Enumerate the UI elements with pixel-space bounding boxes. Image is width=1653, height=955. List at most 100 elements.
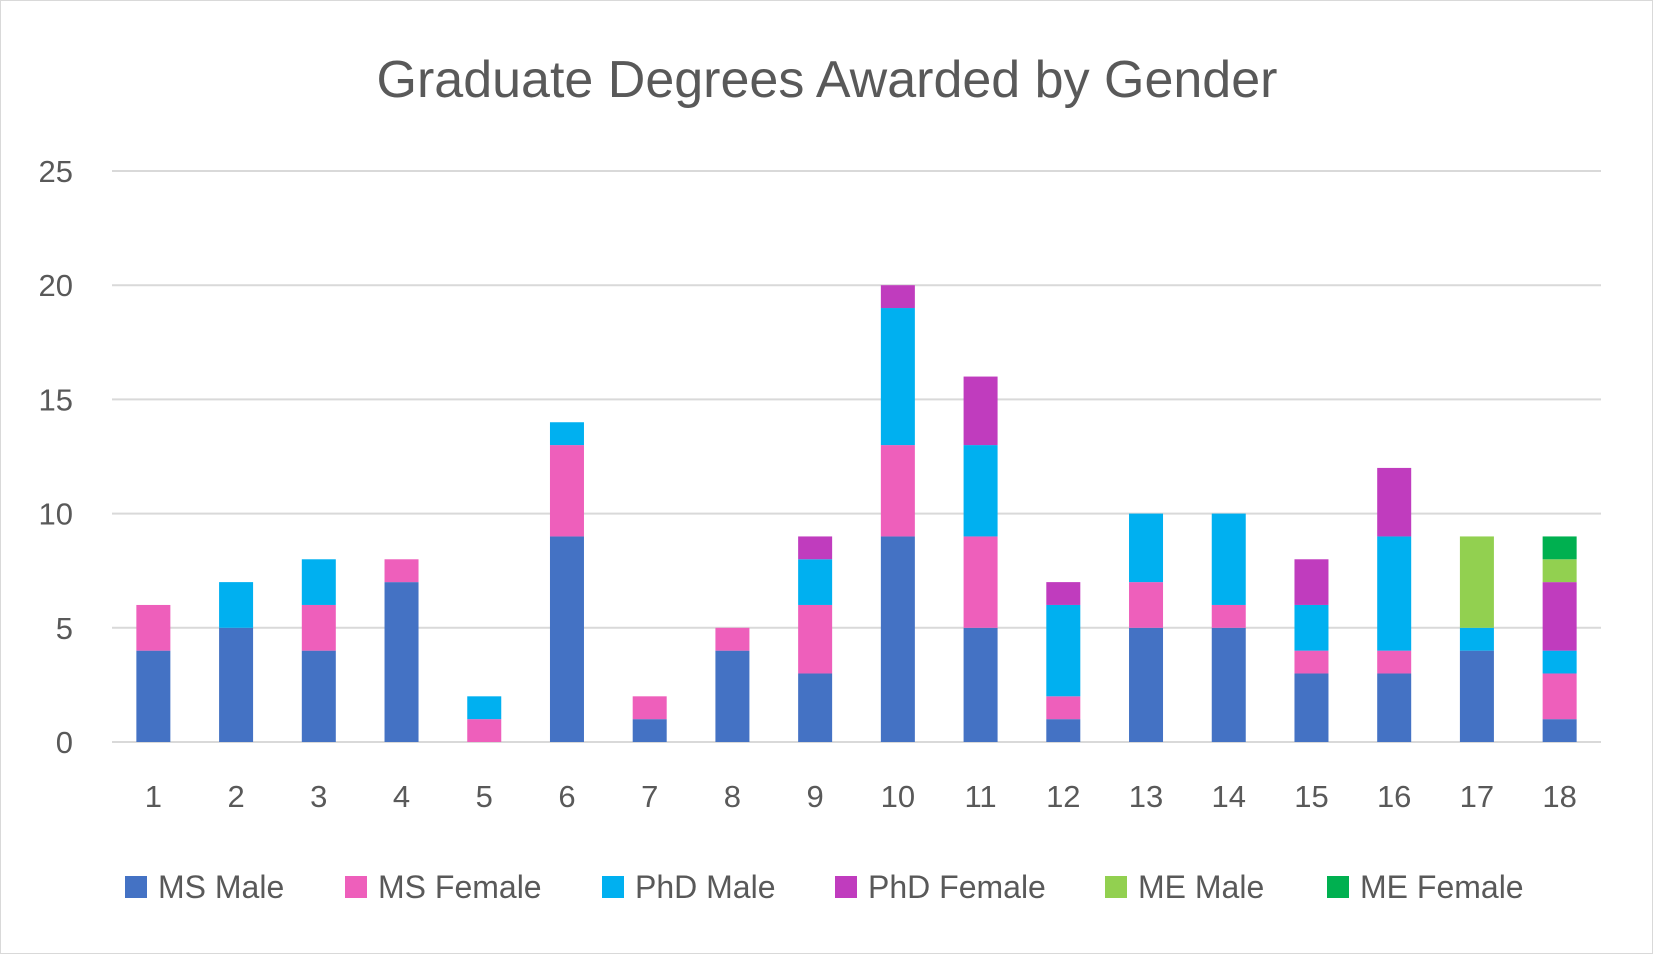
x-tick-label: 4 [393,779,410,814]
x-tick-label: 12 [1046,779,1080,814]
bar-phd-female-9 [798,536,833,560]
bar-phd-female-11 [963,376,998,446]
x-tick-label: 6 [558,779,575,814]
y-tick-label: 15 [39,382,73,417]
bar-phd-female-16 [1377,467,1412,537]
bar-ms-male-18 [1542,719,1577,742]
bar-phd-male-11 [963,445,998,537]
bar-ms-female-9 [798,604,833,674]
bar-phd-male-16 [1377,536,1412,651]
x-tick-label: 14 [1212,779,1246,814]
legend-item: ME Male [1105,869,1264,905]
bar-phd-female-10 [880,285,915,309]
bar-ms-male-12 [1046,719,1081,742]
bar-me-male-18 [1542,559,1577,583]
bar-ms-female-12 [1046,696,1081,720]
bar-ms-male-16 [1377,673,1412,742]
x-tick-label: 5 [476,779,493,814]
bar-ms-female-1 [136,604,171,651]
bar-ms-male-4 [384,582,419,742]
bar-ms-female-16 [1377,650,1412,674]
legend-swatch [125,876,147,898]
x-tick-label: 8 [724,779,741,814]
bar-phd-male-15 [1294,604,1329,651]
bar-ms-female-11 [963,536,998,628]
bar-phd-female-18 [1542,582,1577,651]
bar-phd-male-13 [1129,513,1164,583]
bar-ms-male-15 [1294,673,1329,742]
bar-phd-male-5 [467,696,502,720]
bar-ms-female-15 [1294,650,1329,674]
bar-phd-male-3 [301,559,336,605]
x-tick-label: 9 [807,779,824,814]
bar-phd-male-12 [1046,604,1081,697]
bar-ms-female-13 [1129,582,1164,628]
x-tick-label: 15 [1294,779,1328,814]
bar-ms-female-3 [301,604,336,651]
legend-swatch [1327,876,1349,898]
x-tick-label: 2 [227,779,244,814]
x-tick-label: 11 [964,779,996,814]
legend-item: PhD Female [835,869,1046,905]
bar-phd-male-2 [219,582,254,628]
bar-ms-male-10 [880,536,915,742]
legend-label: PhD Female [868,869,1046,905]
bar-ms-male-11 [963,627,998,742]
legend-swatch [345,876,367,898]
legend-item: ME Female [1327,869,1524,905]
bar-phd-female-12 [1046,582,1081,605]
x-tick-label: 13 [1129,779,1163,814]
bar-phd-female-15 [1294,559,1329,605]
bar-ms-male-8 [715,650,750,742]
legend-item: MS Female [345,869,542,905]
legend-label: ME Male [1138,869,1264,905]
bar-phd-male-14 [1211,513,1246,605]
x-tick-label: 3 [310,779,327,814]
legend-label: MS Female [378,869,542,905]
bar-phd-male-18 [1542,650,1577,674]
x-tick-label: 17 [1460,779,1494,814]
x-tick-label: 7 [641,779,658,814]
legend-swatch [835,876,857,898]
bar-ms-female-8 [715,627,750,651]
legend-item: MS Male [125,869,284,905]
y-tick-label: 25 [39,154,73,189]
bar-ms-female-18 [1542,673,1577,720]
bar-phd-male-10 [880,308,915,446]
y-tick-label: 0 [56,725,73,760]
legend-label: ME Female [1360,869,1524,905]
bar-ms-male-9 [798,673,833,742]
bar-phd-male-17 [1459,627,1494,651]
y-tick-label: 5 [56,611,73,646]
bar-ms-male-3 [301,650,336,742]
legend-swatch [602,876,624,898]
bar-ms-male-7 [632,719,667,742]
bar-ms-female-4 [384,559,419,583]
bar-ms-male-17 [1459,650,1494,742]
bar-ms-female-10 [880,445,915,537]
chart-title: Graduate Degrees Awarded by Gender [377,51,1278,109]
bar-ms-male-1 [136,650,171,742]
bar-me-male-17 [1459,536,1494,628]
bar-phd-male-6 [549,422,584,446]
bar-ms-male-6 [549,536,584,742]
x-tick-label: 16 [1377,779,1411,814]
bar-me-female-18 [1542,536,1577,560]
bar-ms-male-14 [1211,627,1246,742]
legend-label: MS Male [158,869,284,905]
bar-phd-male-9 [798,559,833,605]
bar-ms-female-14 [1211,604,1246,628]
x-tick-label: 1 [145,779,162,814]
bar-ms-female-6 [549,445,584,537]
bar-ms-female-5 [467,719,502,742]
x-tick-label: 10 [881,779,915,814]
x-tick-label: 18 [1542,779,1576,814]
bar-ms-male-13 [1129,627,1164,742]
bar-ms-female-7 [632,696,667,720]
legend-swatch [1105,876,1127,898]
legend-item: PhD Male [602,869,776,905]
y-tick-label: 20 [39,268,73,303]
legend-label: PhD Male [635,869,776,905]
